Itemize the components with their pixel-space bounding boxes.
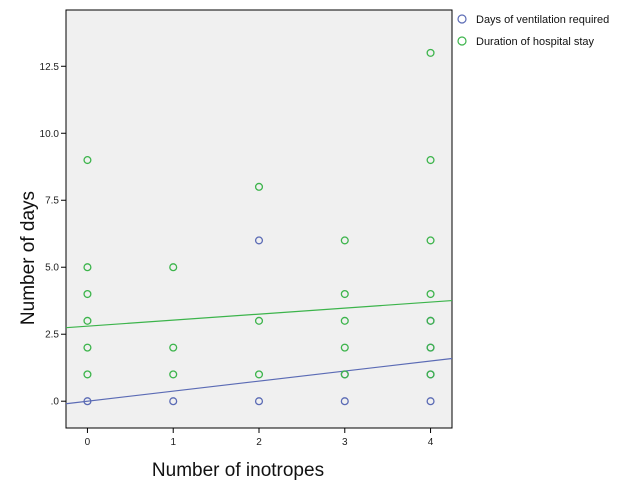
point-hospital-stay xyxy=(426,156,435,165)
legend-item-hospital-stay: Duration of hospital stay xyxy=(457,36,595,48)
x-axis-ticks: 0 1 2 3 4 xyxy=(85,428,434,448)
point-hospital-stay xyxy=(340,370,349,379)
point-hospital-stay xyxy=(169,370,178,379)
point-ventilation xyxy=(340,397,349,406)
point-ventilation xyxy=(254,397,264,406)
point-hospital-stay xyxy=(426,289,435,299)
point-hospital-stay xyxy=(340,236,349,245)
x-tick-label: 1 xyxy=(170,437,176,448)
point-ventilation xyxy=(254,236,264,245)
y-tick-label: 7.5 xyxy=(45,196,59,207)
x-tick-label: 3 xyxy=(342,437,348,448)
fit-lines xyxy=(65,299,453,405)
x-tick-label: 4 xyxy=(428,437,434,448)
x-tick-label: 2 xyxy=(256,437,262,448)
y-tick-label: 10.0 xyxy=(40,129,60,140)
point-hospital-stay xyxy=(426,48,435,57)
point-hospital-stay xyxy=(83,370,92,379)
point-hospital-stay xyxy=(426,316,435,325)
point-hospital-stay xyxy=(254,316,264,325)
y-tick-label: 5.0 xyxy=(45,263,59,274)
legend-label-ventilation: Days of ventilation required xyxy=(476,14,609,26)
point-hospital-stay xyxy=(254,370,264,379)
legend: Days of ventilation required Duration of… xyxy=(457,14,609,48)
point-hospital-stay xyxy=(169,263,178,272)
fit-line-hospital-stay xyxy=(65,299,453,329)
y-tick-label: 12.5 xyxy=(40,62,60,73)
fit-line-ventilation xyxy=(65,357,453,405)
y-axis-title: Number of days xyxy=(18,191,39,325)
point-hospital-stay xyxy=(169,343,178,352)
data-points xyxy=(83,48,435,406)
legend-label-hospital-stay: Duration of hospital stay xyxy=(476,36,595,48)
y-axis-ticks: .0 2.5 5.0 7.5 10.0 12.5 xyxy=(40,62,66,408)
point-hospital-stay xyxy=(426,236,435,245)
point-hospital-stay xyxy=(83,156,92,165)
point-hospital-stay xyxy=(426,343,435,352)
point-hospital-stay xyxy=(254,182,264,191)
legend-marker-hospital-stay xyxy=(457,36,467,46)
point-ventilation xyxy=(83,397,92,406)
point-ventilation xyxy=(169,397,178,406)
point-hospital-stay xyxy=(426,370,435,379)
x-axis-title: Number of inotropes xyxy=(152,460,324,481)
legend-item-ventilation: Days of ventilation required xyxy=(457,14,609,26)
point-hospital-stay xyxy=(83,316,92,325)
point-ventilation xyxy=(426,397,435,406)
point-hospital-stay xyxy=(83,263,92,272)
y-tick-label: .0 xyxy=(51,397,60,408)
plot-area xyxy=(65,9,453,429)
point-hospital-stay xyxy=(83,343,92,352)
x-tick-label: 0 xyxy=(85,437,91,448)
point-hospital-stay xyxy=(340,343,349,352)
point-hospital-stay xyxy=(340,289,349,299)
point-hospital-stay xyxy=(83,289,92,299)
y-tick-label: 2.5 xyxy=(45,330,59,341)
point-hospital-stay xyxy=(340,316,349,325)
legend-marker-ventilation xyxy=(457,14,467,24)
